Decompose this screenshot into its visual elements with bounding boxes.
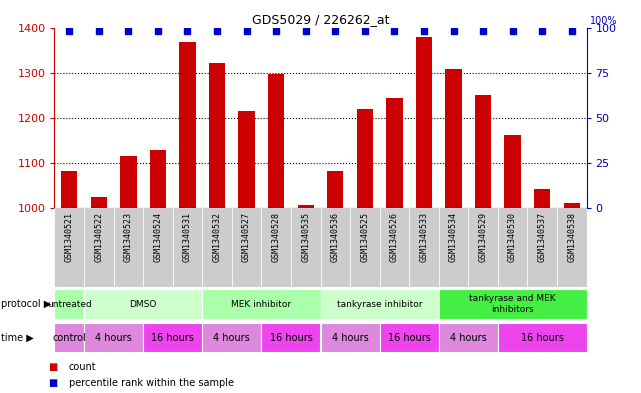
Bar	[297, 205, 314, 208]
Text: GSM1340526: GSM1340526	[390, 212, 399, 262]
Bar	[143, 208, 172, 287]
Bar	[90, 197, 107, 208]
Bar	[150, 151, 166, 208]
Bar	[498, 208, 528, 287]
Text: percentile rank within the sample: percentile rank within the sample	[69, 378, 233, 388]
Text: 16 hours: 16 hours	[151, 332, 194, 343]
Text: GSM1340527: GSM1340527	[242, 212, 251, 262]
Text: 16 hours: 16 hours	[269, 332, 312, 343]
Text: tankyrase inhibitor: tankyrase inhibitor	[337, 300, 422, 309]
Bar	[320, 323, 379, 353]
Text: GSM1340530: GSM1340530	[508, 212, 517, 262]
Text: protocol ▶: protocol ▶	[1, 299, 51, 309]
Bar	[557, 208, 587, 287]
Bar	[54, 208, 84, 287]
Text: GSM1340525: GSM1340525	[360, 212, 369, 262]
Bar	[54, 323, 84, 353]
Text: DMSO: DMSO	[129, 300, 157, 309]
Bar	[143, 323, 203, 353]
Bar	[356, 109, 373, 208]
Text: count: count	[69, 362, 96, 373]
Bar	[262, 208, 291, 287]
Bar	[534, 189, 551, 208]
Bar	[84, 289, 203, 319]
Text: 4 hours: 4 hours	[450, 332, 487, 343]
Bar	[232, 208, 262, 287]
Bar	[379, 208, 409, 287]
Bar	[238, 111, 254, 208]
Bar	[320, 289, 438, 319]
Text: GSM1340535: GSM1340535	[301, 212, 310, 262]
Bar	[469, 208, 498, 287]
Text: 16 hours: 16 hours	[388, 332, 431, 343]
Text: ■: ■	[48, 378, 57, 388]
Text: GSM1340536: GSM1340536	[331, 212, 340, 262]
Text: GSM1340537: GSM1340537	[538, 212, 547, 262]
Bar	[209, 63, 225, 208]
Text: control: control	[53, 332, 86, 343]
Text: GSM1340538: GSM1340538	[567, 212, 576, 262]
Text: GSM1340528: GSM1340528	[272, 212, 281, 262]
Text: 4 hours: 4 hours	[213, 332, 250, 343]
Bar	[528, 208, 557, 287]
Text: GSM1340522: GSM1340522	[94, 212, 103, 262]
Bar	[438, 289, 587, 319]
Bar	[291, 208, 320, 287]
Text: time ▶: time ▶	[1, 332, 34, 343]
Bar	[61, 171, 78, 208]
Bar	[445, 69, 462, 208]
Title: GDS5029 / 226262_at: GDS5029 / 226262_at	[252, 13, 389, 26]
Text: tankyrase and MEK
inhibitors: tankyrase and MEK inhibitors	[469, 294, 556, 314]
Bar	[84, 323, 143, 353]
Bar	[327, 171, 344, 208]
Text: 4 hours: 4 hours	[331, 332, 369, 343]
Bar	[54, 289, 84, 319]
Bar	[268, 73, 285, 208]
Bar	[203, 323, 262, 353]
Bar	[475, 95, 491, 208]
Text: untreated: untreated	[47, 300, 92, 309]
Bar	[438, 208, 469, 287]
Bar	[563, 203, 580, 208]
Text: ■: ■	[48, 362, 57, 373]
Text: GSM1340523: GSM1340523	[124, 212, 133, 262]
Bar	[409, 208, 438, 287]
Text: MEK inhibitor: MEK inhibitor	[231, 300, 292, 309]
Text: GSM1340534: GSM1340534	[449, 212, 458, 262]
Bar	[262, 323, 320, 353]
Bar	[172, 208, 203, 287]
Text: 16 hours: 16 hours	[520, 332, 563, 343]
Text: GSM1340533: GSM1340533	[419, 212, 428, 262]
Text: 100%: 100%	[590, 16, 617, 26]
Bar	[113, 208, 143, 287]
Bar	[504, 135, 520, 208]
Bar	[379, 323, 438, 353]
Bar	[498, 323, 587, 353]
Bar	[350, 208, 379, 287]
Bar	[84, 208, 113, 287]
Text: GSM1340531: GSM1340531	[183, 212, 192, 262]
Bar	[320, 208, 350, 287]
Text: GSM1340529: GSM1340529	[479, 212, 488, 262]
Text: GSM1340521: GSM1340521	[65, 212, 74, 262]
Text: 4 hours: 4 hours	[96, 332, 132, 343]
Bar	[387, 99, 403, 208]
Bar	[203, 208, 232, 287]
Text: GSM1340532: GSM1340532	[213, 212, 222, 262]
Bar	[203, 289, 320, 319]
Text: GSM1340524: GSM1340524	[153, 212, 162, 262]
Bar	[416, 37, 432, 208]
Bar	[179, 42, 196, 208]
Bar	[121, 156, 137, 208]
Bar	[438, 323, 498, 353]
